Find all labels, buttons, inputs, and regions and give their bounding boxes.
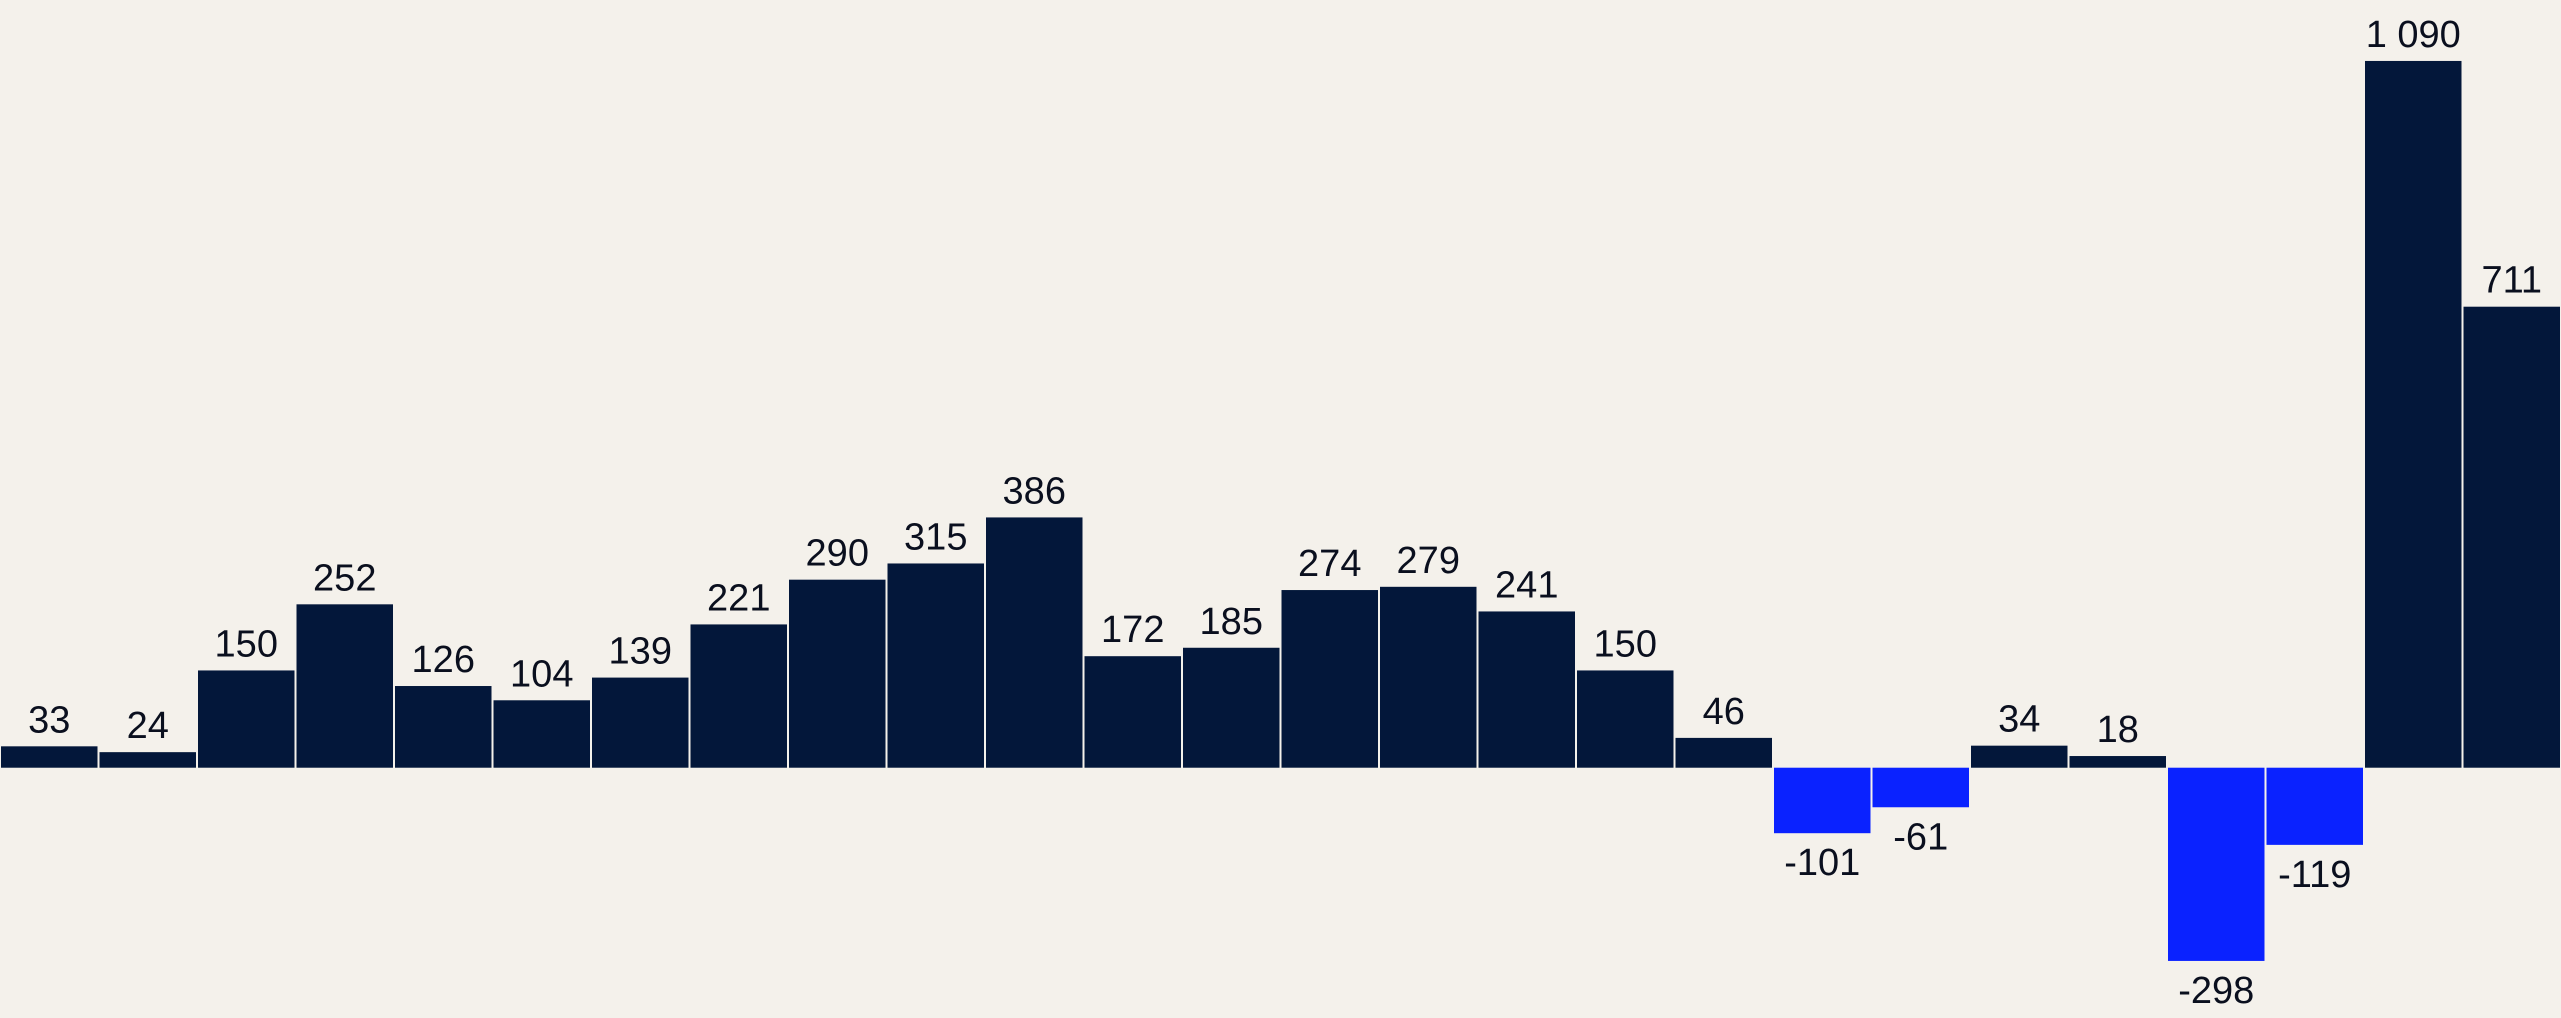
bar-value-label-10: 386 bbox=[1003, 470, 1066, 512]
bar-value-label-5: 104 bbox=[510, 653, 573, 695]
bar-8 bbox=[789, 579, 886, 768]
bar-value-label-1: 24 bbox=[127, 705, 169, 747]
bar-value-label-14: 279 bbox=[1397, 540, 1460, 582]
bar-value-label-8: 290 bbox=[806, 533, 869, 575]
bar-24 bbox=[2365, 60, 2462, 768]
bar-4 bbox=[395, 686, 492, 768]
bar-15 bbox=[1478, 611, 1575, 768]
bar-value-label-0: 33 bbox=[28, 699, 70, 741]
bar-21 bbox=[2069, 756, 2166, 768]
bar-value-label-16: 150 bbox=[1594, 623, 1657, 665]
bar-25 bbox=[2463, 306, 2560, 768]
bar-2 bbox=[198, 670, 295, 768]
bar-value-label-20: 34 bbox=[1998, 699, 2040, 741]
bar-23 bbox=[2266, 767, 2363, 845]
bar-7 bbox=[690, 624, 787, 768]
bar-13 bbox=[1281, 590, 1378, 768]
bar-value-label-6: 139 bbox=[609, 631, 672, 673]
bar-value-label-17: 46 bbox=[1703, 691, 1745, 733]
bar-1 bbox=[99, 752, 196, 768]
bar-value-label-21: 18 bbox=[2097, 709, 2139, 751]
bar-value-label-4: 126 bbox=[412, 639, 475, 681]
bar-value-label-24: 1 090 bbox=[2366, 14, 2461, 56]
bar-value-label-19: -61 bbox=[1893, 816, 1948, 858]
bar-6 bbox=[592, 677, 689, 768]
bar-17 bbox=[1675, 737, 1772, 768]
bar-value-label-9: 315 bbox=[904, 516, 967, 558]
bar-value-label-7: 221 bbox=[707, 577, 770, 619]
bar-3 bbox=[296, 604, 393, 768]
bar-value-label-15: 241 bbox=[1495, 564, 1558, 606]
labels-group: 33 24 150 252 126 104 139 221 290 315 386 172 185 274… bbox=[28, 14, 2542, 1012]
bar-value-label-23: -119 bbox=[2278, 854, 2351, 896]
bar-9 bbox=[887, 563, 984, 768]
bar-value-label-22: -298 bbox=[2178, 970, 2254, 1012]
bar-12 bbox=[1183, 647, 1280, 768]
bar-5 bbox=[493, 700, 590, 768]
bar-10 bbox=[986, 517, 1083, 768]
bar-14 bbox=[1380, 586, 1477, 768]
bar-value-label-18: -101 bbox=[1784, 842, 1860, 884]
bar-value-label-25: 711 bbox=[2481, 260, 2542, 302]
bar-value-label-11: 172 bbox=[1101, 609, 1164, 651]
bar-value-label-2: 150 bbox=[215, 623, 278, 665]
bar-18 bbox=[1774, 767, 1871, 834]
bar-value-label-3: 252 bbox=[313, 557, 376, 599]
bar-19 bbox=[1872, 767, 1969, 808]
bar-value-label-12: 185 bbox=[1200, 601, 1263, 643]
bar-0 bbox=[1, 746, 98, 768]
bar-16 bbox=[1577, 670, 1674, 768]
bar-22 bbox=[2168, 767, 2265, 961]
bar-value-label-13: 274 bbox=[1298, 543, 1361, 585]
bar-11 bbox=[1084, 656, 1181, 768]
bar-20 bbox=[1971, 745, 2068, 768]
bars-group bbox=[1, 60, 2560, 961]
